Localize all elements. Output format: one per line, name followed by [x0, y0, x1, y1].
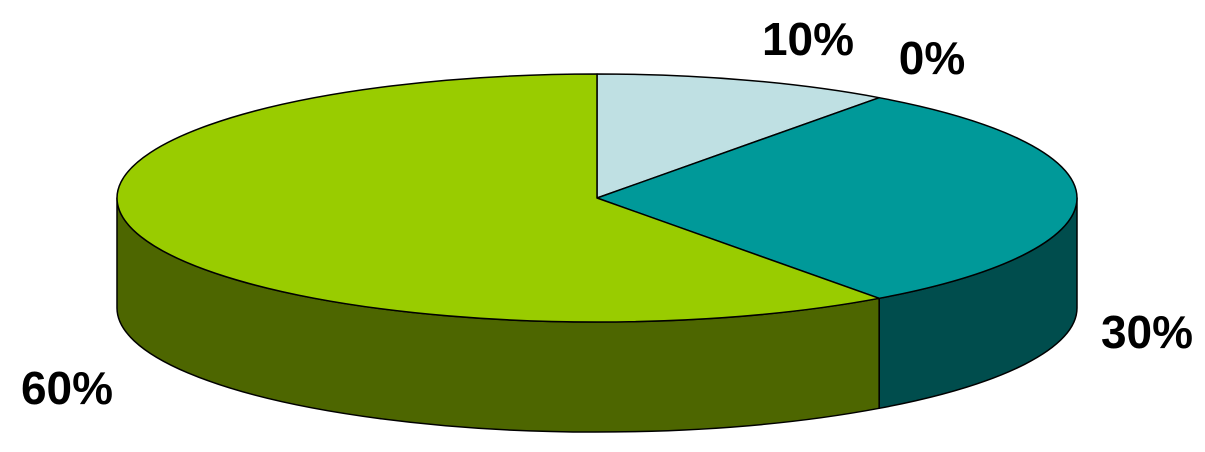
label-slice-10: 10%: [762, 13, 854, 65]
label-slice-30: 30%: [1101, 306, 1193, 358]
pie-labels: 10% 0% 30% 60%: [21, 13, 1193, 414]
pie-slice-60: [116, 73, 880, 323]
pie-tops: [116, 73, 1078, 323]
pie-slice-10: [596, 73, 880, 199]
label-slice-60: 60%: [21, 362, 113, 414]
pie-slice-30: [596, 96, 1078, 300]
label-slice-0: 0%: [899, 32, 965, 84]
